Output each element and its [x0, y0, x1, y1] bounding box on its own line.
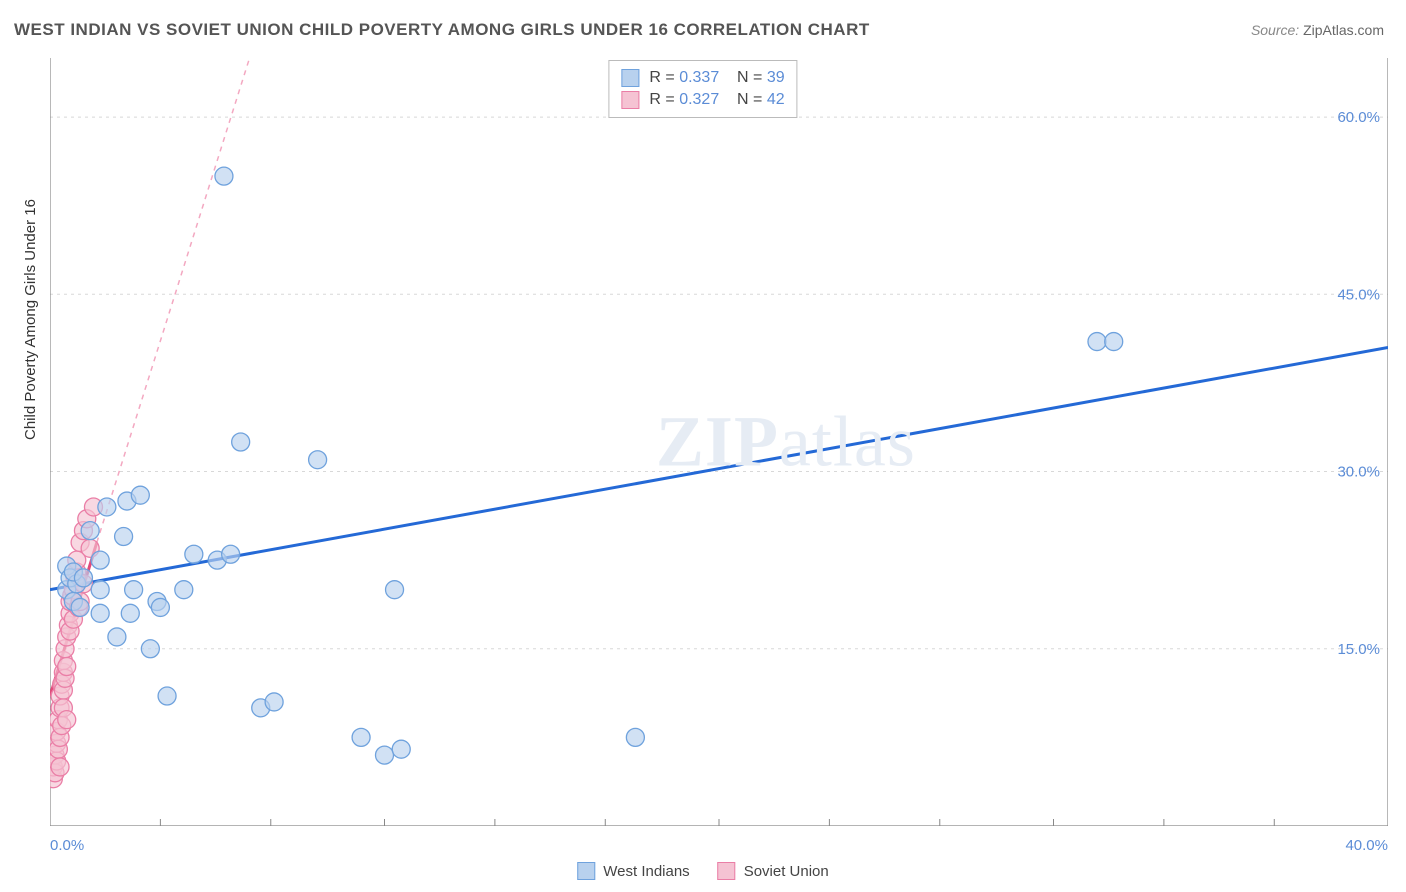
- swatch-soviet-union-icon: [718, 862, 736, 880]
- chart-title: WEST INDIAN VS SOVIET UNION CHILD POVERT…: [14, 20, 870, 40]
- r-value-b: 0.327: [679, 91, 719, 108]
- swatch-west-indians: [621, 69, 639, 87]
- legend-item-soviet-union: Soviet Union: [718, 862, 829, 880]
- stat-a-text: R = 0.337 N = 39: [649, 69, 784, 87]
- source-value: ZipAtlas.com: [1303, 22, 1384, 38]
- series-legend: West Indians Soviet Union: [577, 862, 829, 880]
- r-value-a: 0.337: [679, 69, 719, 86]
- n-prefix: N =: [737, 91, 767, 108]
- x-tick-label: 0.0%: [50, 837, 84, 854]
- legend-item-west-indians: West Indians: [577, 862, 689, 880]
- source-attribution: Source: ZipAtlas.com: [1251, 22, 1384, 38]
- correlation-legend-row-b: R = 0.327 N = 42: [621, 89, 784, 111]
- source-label: Source:: [1251, 22, 1299, 38]
- svg-text:15.0%: 15.0%: [1337, 641, 1380, 658]
- r-prefix: R =: [649, 69, 679, 86]
- x-tick-label: 40.0%: [1345, 837, 1388, 854]
- legend-label-a: West Indians: [603, 863, 689, 880]
- n-value-b: 42: [767, 91, 785, 108]
- swatch-west-indians-icon: [577, 862, 595, 880]
- n-value-a: 39: [767, 69, 785, 86]
- svg-text:30.0%: 30.0%: [1337, 464, 1380, 481]
- svg-text:45.0%: 45.0%: [1337, 286, 1380, 303]
- swatch-soviet-union: [621, 91, 639, 109]
- r-prefix: R =: [649, 91, 679, 108]
- svg-text:60.0%: 60.0%: [1337, 109, 1380, 126]
- legend-label-b: Soviet Union: [744, 863, 829, 880]
- chart-svg: 15.0% 30.0% 45.0% 60.0%: [50, 58, 1388, 826]
- stat-b-text: R = 0.327 N = 42: [649, 91, 784, 109]
- correlation-legend: R = 0.337 N = 39 R = 0.327 N = 42: [608, 60, 797, 118]
- scatter-chart: 15.0%30.0%45.0%60.0% ZIPatlas 0.0%40.0%: [50, 58, 1388, 826]
- y-axis-label: Child Poverty Among Girls Under 16: [22, 199, 39, 440]
- correlation-legend-row-a: R = 0.337 N = 39: [621, 67, 784, 89]
- n-prefix: N =: [737, 69, 767, 86]
